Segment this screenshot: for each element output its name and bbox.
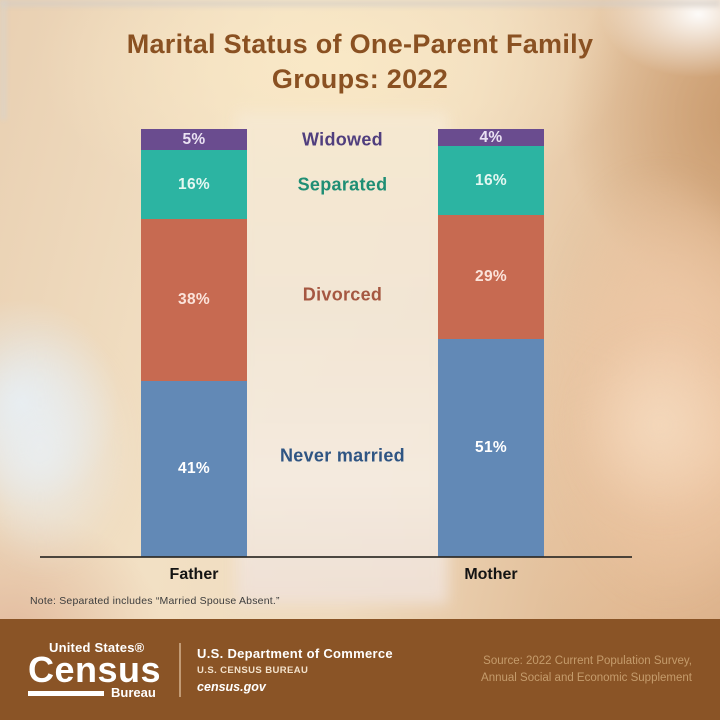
source-line-1: Source: 2022 Current Population Survey, xyxy=(483,655,692,668)
logo-united-states: United States® xyxy=(49,639,145,655)
title-line-2: Groups: 2022 xyxy=(271,64,449,94)
census-bureau-logo: United States® Census Bureau xyxy=(28,639,162,701)
footnote: Note: Separated includes “Married Spouse… xyxy=(30,595,280,607)
source-citation: Source: 2022 Current Population Survey, … xyxy=(481,653,692,685)
footer-divider xyxy=(179,642,182,697)
segment-value-label: 16% xyxy=(178,175,210,193)
segment-value-label: 38% xyxy=(178,291,210,309)
census-gov-link[interactable]: census.gov xyxy=(197,679,266,694)
bar-mother: 4% 16% 29% 51% xyxy=(438,129,544,557)
background-light-band xyxy=(236,112,448,604)
segment-value-label: 5% xyxy=(182,130,206,148)
dept-commerce-label: U.S. Department of Commerce xyxy=(197,645,393,661)
category-label-father: Father xyxy=(169,566,219,583)
segment-separated: 16% xyxy=(438,146,544,215)
segment-divorced: 29% xyxy=(438,214,544,339)
source-line-2: Annual Social and Economic Supplement xyxy=(481,671,692,684)
legend-label-divorced: Divorced xyxy=(302,284,383,305)
footer-bar: United States® Census Bureau U.S. Depart… xyxy=(0,619,720,720)
legend-label-never-married: Never married xyxy=(280,445,405,466)
segment-never-married: 41% xyxy=(141,381,247,557)
photo-edge-top xyxy=(0,0,720,7)
title-line-1: Marital Status of One-Parent Family xyxy=(126,29,594,59)
segment-value-label: 41% xyxy=(178,460,210,478)
segment-widowed: 5% xyxy=(141,129,247,151)
legend-label-widowed: Widowed xyxy=(302,129,383,150)
photo-edge-left xyxy=(0,0,7,120)
segment-value-label: 16% xyxy=(475,171,507,189)
bar-father: 5% 16% 38% 41% xyxy=(141,129,247,557)
segment-separated: 16% xyxy=(141,150,247,219)
census-bureau-label: U.S. CENSUS BUREAU xyxy=(197,664,309,676)
x-axis-line xyxy=(40,556,632,558)
segment-value-label: 29% xyxy=(475,267,507,285)
segment-value-label: 51% xyxy=(475,439,507,457)
logo-underline xyxy=(28,691,104,697)
category-label-mother: Mother xyxy=(464,566,518,583)
segment-divorced: 38% xyxy=(141,218,247,382)
segment-never-married: 51% xyxy=(438,338,544,557)
segment-value-label: 4% xyxy=(479,128,503,146)
department-block: U.S. Department of Commerce U.S. CENSUS … xyxy=(197,646,393,694)
logo-census-wordmark: Census xyxy=(28,648,162,690)
logo-bureau: Bureau xyxy=(111,685,156,701)
segment-widowed: 4% xyxy=(438,128,544,147)
page-title: Marital Status of One-Parent Family Grou… xyxy=(0,27,720,97)
legend-label-separated: Separated xyxy=(297,174,388,195)
